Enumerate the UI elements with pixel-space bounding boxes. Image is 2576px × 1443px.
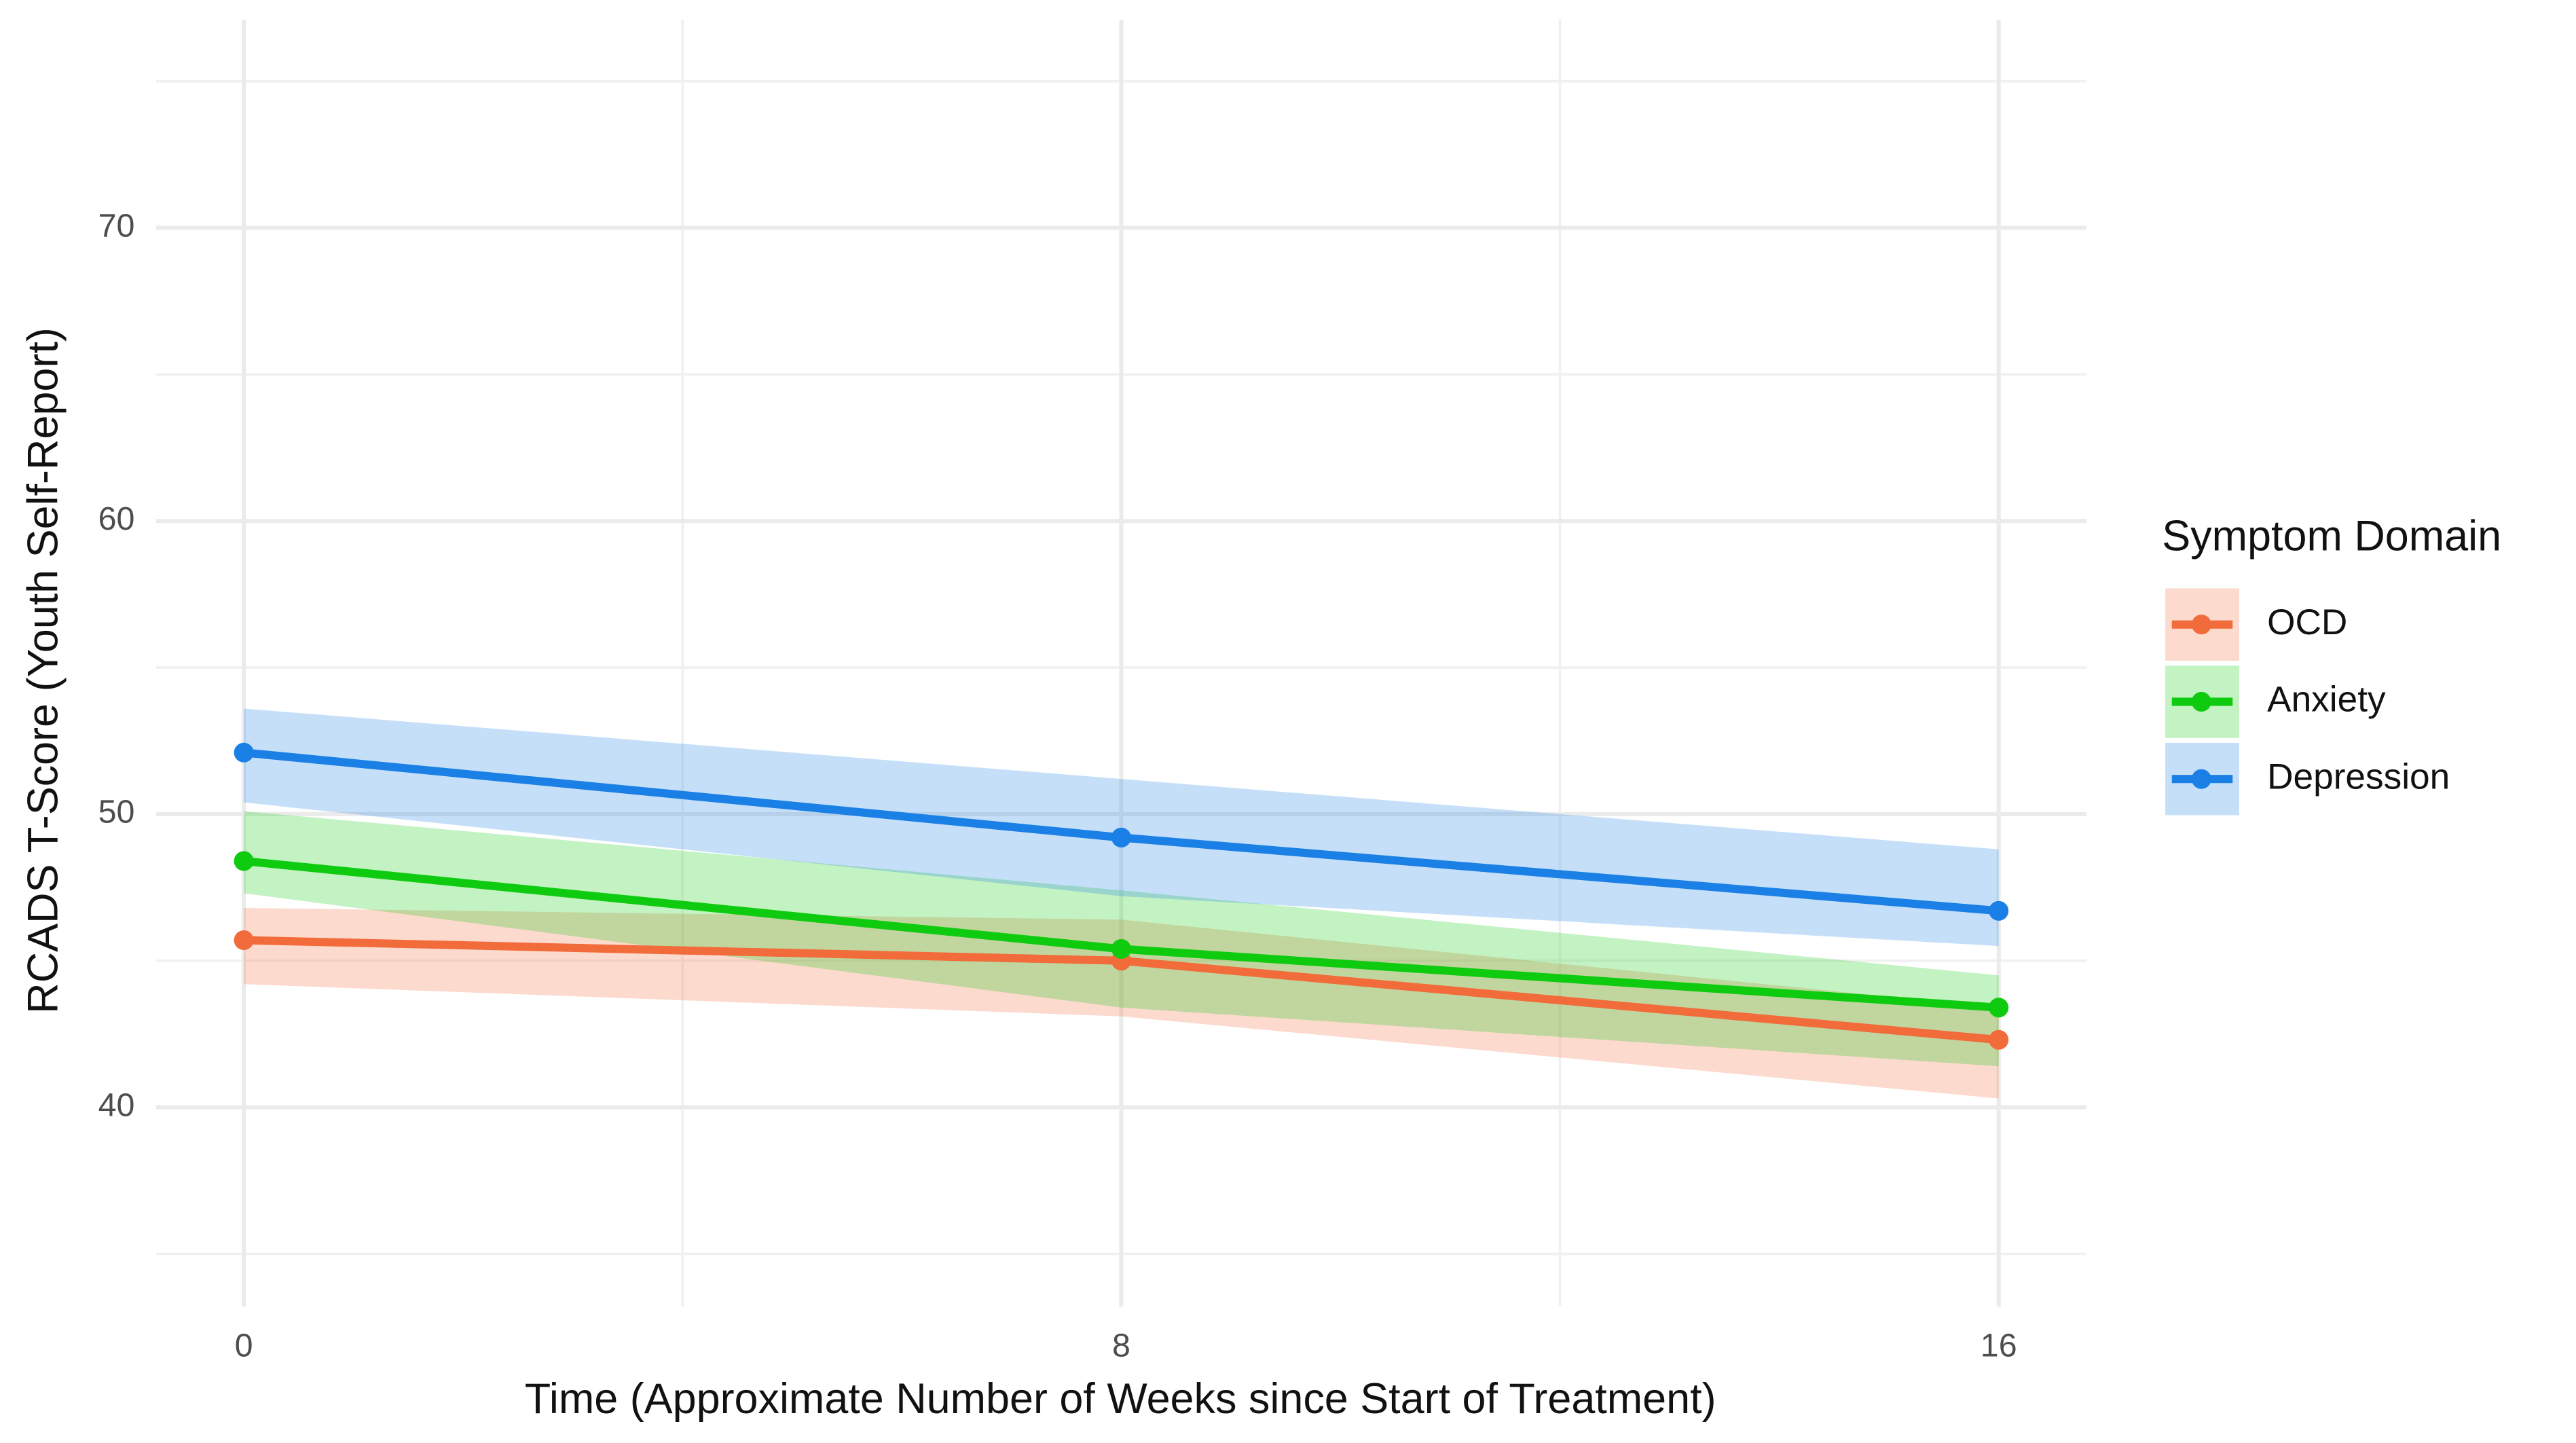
x-tick-label: 16: [1981, 1327, 2017, 1364]
y-tick-label: 50: [98, 794, 135, 830]
confidence-ribbon: [244, 708, 1999, 947]
data-point: [234, 930, 254, 951]
legend-key-point: [2191, 769, 2211, 789]
y-tick-label: 40: [98, 1086, 135, 1123]
confidence-ribbon: [244, 908, 1999, 1099]
legend-title: Symptom Domain: [2162, 512, 2501, 560]
y-axis-title: RCADS T-Score (Youth Self-Report): [19, 327, 67, 1014]
legend-label: OCD: [2267, 602, 2347, 642]
data-point: [234, 742, 254, 763]
legend-key-point: [2191, 615, 2211, 635]
legend-key-point: [2191, 691, 2211, 712]
x-axis-title: Time (Approximate Number of Weeks since …: [525, 1375, 1716, 1423]
y-tick-label: 60: [98, 500, 135, 537]
data-point: [234, 851, 254, 871]
x-tick-label: 0: [235, 1327, 253, 1364]
data-point: [1111, 827, 1131, 847]
lines: [234, 742, 2009, 1050]
legend: OCD Anxiety Depression: [2165, 588, 2450, 816]
legend-label: Depression: [2267, 756, 2450, 797]
data-point: [1111, 938, 1131, 959]
data-point: [1989, 900, 2009, 921]
y-tick-label: 70: [98, 207, 135, 244]
data-point: [1989, 1029, 2009, 1050]
data-point: [1989, 998, 2009, 1018]
legend-label: Anxiety: [2267, 680, 2386, 720]
grid: [155, 20, 2086, 1307]
x-tick-label: 8: [1112, 1327, 1130, 1364]
